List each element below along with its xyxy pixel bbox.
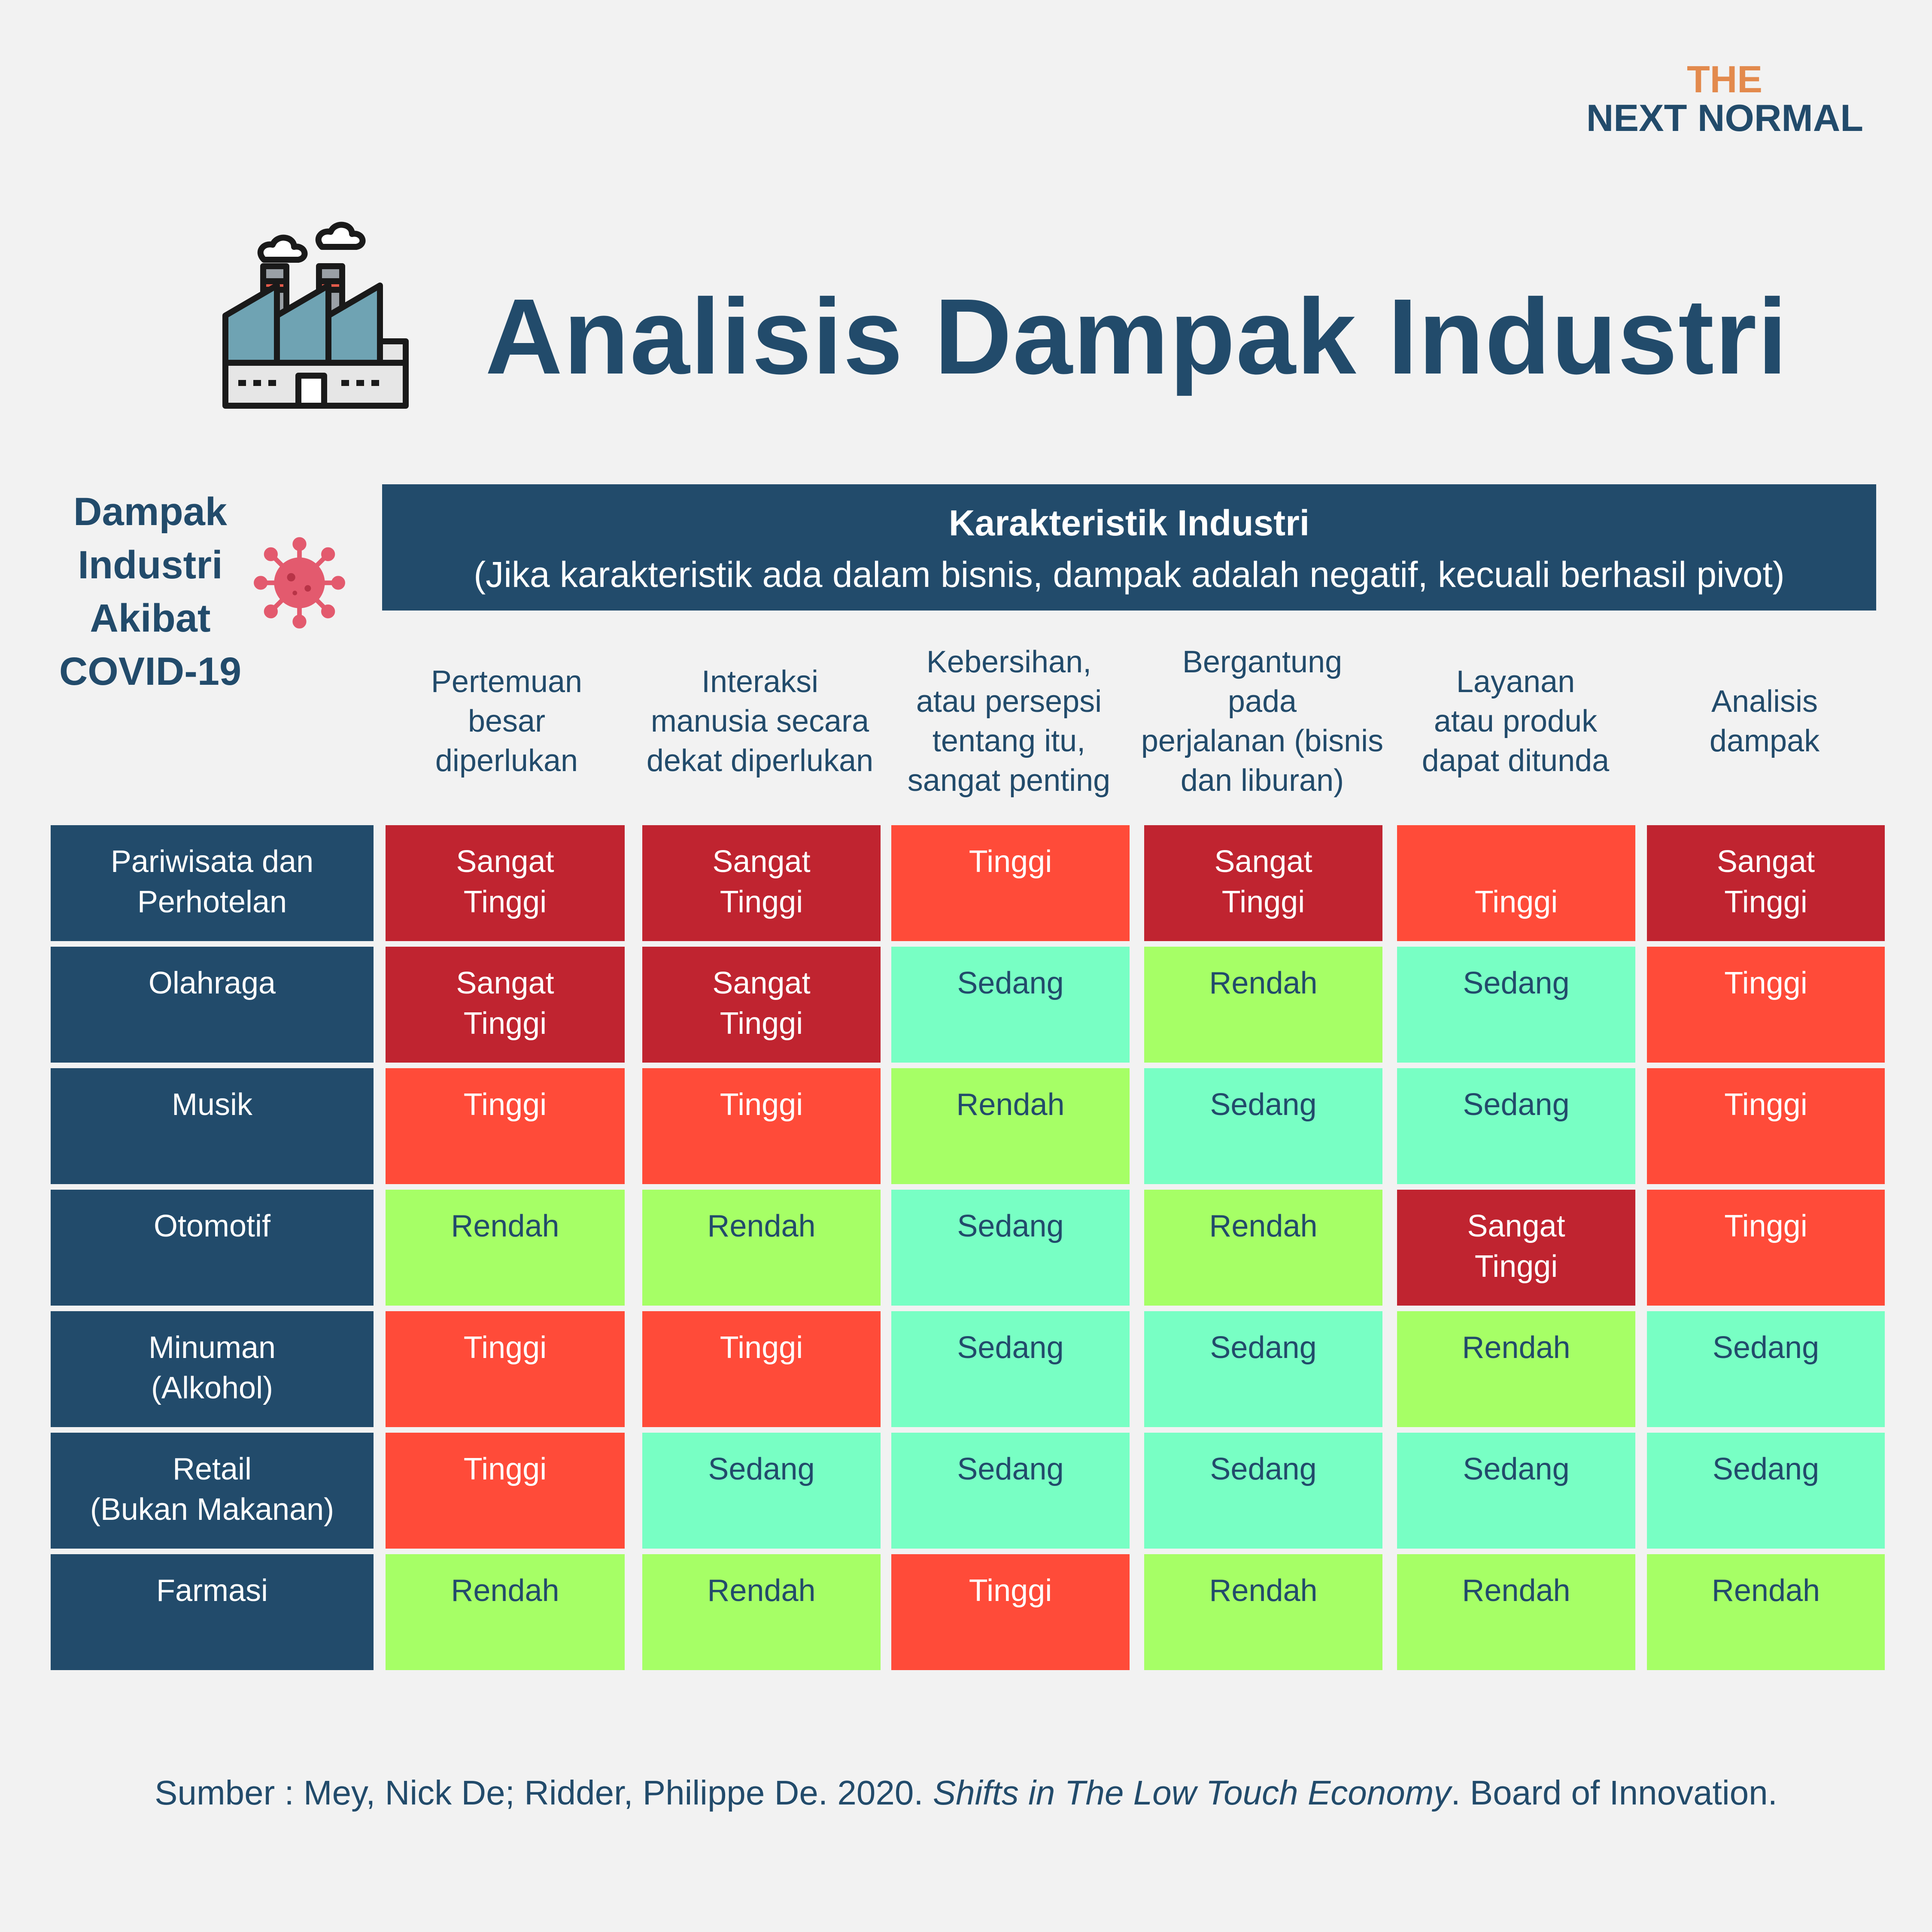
page-title: Analisis Dampak Industri [485, 276, 1788, 396]
table-cell: Rendah [642, 1190, 881, 1306]
table-cell: Tinggi [891, 825, 1130, 941]
table-cell: Tinggi [386, 1068, 625, 1184]
row-label: Pariwisata dan Perhotelan [51, 825, 374, 941]
table-cell: Rendah [386, 1190, 625, 1306]
virus-icon [254, 537, 345, 629]
source-suffix: . Board of Innovation. [1451, 1774, 1777, 1812]
brand-logo: THE NEXT NORMAL [1586, 60, 1863, 137]
table-cell: Sangat Tinggi [642, 947, 881, 1063]
table-cell: Sedang [642, 1433, 881, 1549]
table-cell: Rendah [1144, 1190, 1382, 1306]
factory-icon [222, 222, 409, 409]
side-label-line: Industri [78, 543, 223, 587]
table-cell: Sedang [891, 1311, 1130, 1427]
row-label: Otomotif [51, 1190, 374, 1306]
table-cell: Sedang [1144, 1068, 1382, 1184]
side-label-line: Akibat [90, 596, 211, 640]
column-header: Layanan atau produk dapat ditunda [1422, 665, 1610, 778]
table-cell: Tinggi [1647, 1068, 1885, 1184]
table-cell: Sangat Tinggi [1647, 825, 1885, 941]
table-cell: Sangat Tinggi [386, 947, 625, 1063]
row-label: Retail (Bukan Makanan) [51, 1433, 374, 1549]
row-label: Minuman (Alkohol) [51, 1311, 374, 1427]
table-cell: Tinggi [1397, 825, 1635, 941]
table-cell: Tinggi [386, 1433, 625, 1549]
table-cell: Sangat Tinggi [1397, 1190, 1635, 1306]
source-title: Shifts in The Low Touch Economy [933, 1774, 1451, 1812]
table-cell: Rendah [1397, 1554, 1635, 1670]
table-cell: Sedang [1144, 1433, 1382, 1549]
row-label: Olahraga [51, 947, 374, 1063]
table-cell: Sangat Tinggi [1144, 825, 1382, 941]
table-cell: Sangat Tinggi [642, 825, 881, 941]
table-cell: Sedang [1397, 1433, 1635, 1549]
table-cell: Sedang [891, 1190, 1130, 1306]
row-label: Farmasi [51, 1554, 374, 1670]
brand-line-2: NEXT NORMAL [1586, 96, 1863, 139]
table-cell: Sedang [1647, 1311, 1885, 1427]
table-cell: Rendah [1144, 1554, 1382, 1670]
table-cell: Sedang [891, 1433, 1130, 1549]
table-cell: Sedang [1647, 1433, 1885, 1549]
column-header: Pertemuan besar diperlukan [431, 665, 583, 778]
column-header: Analisis dampak [1709, 684, 1820, 758]
table-cell: Tinggi [891, 1554, 1130, 1670]
column-header: Bergantung pada perjalanan (bisnis dan libu… [1141, 645, 1384, 798]
header-subtitle: (Jika karakteristik ada dalam bisnis, da… [474, 554, 1785, 595]
table-cell: Rendah [891, 1068, 1130, 1184]
table-cell: Sangat Tinggi [386, 825, 625, 941]
table-cell: Rendah [1144, 947, 1382, 1063]
side-label-line: COVID-19 [59, 650, 242, 693]
row-label: Musik [51, 1068, 374, 1184]
table-cell: Rendah [642, 1554, 881, 1670]
table-cell: Tinggi [386, 1311, 625, 1427]
table-cell: Rendah [1397, 1311, 1635, 1427]
table-cell: Tinggi [1647, 1190, 1885, 1306]
table-cell: Sedang [1397, 1068, 1635, 1184]
column-header: Kebersihan, atau persepsi tentang itu, sang… [907, 645, 1111, 798]
header-banner: Karakteristik Industri (Jika karakterist… [382, 484, 1876, 611]
source-prefix: Sumber : Mey, Nick De; Ridder, Philippe … [155, 1774, 933, 1812]
source-citation: Sumber : Mey, Nick De; Ridder, Philippe … [0, 1773, 1932, 1813]
table-cell: Sedang [1397, 947, 1635, 1063]
table-cell: Sedang [891, 947, 1130, 1063]
table-cell: Rendah [386, 1554, 625, 1670]
column-header: Interaksi manusia secara dekat diperlukan [646, 665, 874, 778]
table-cell: Rendah [1647, 1554, 1885, 1670]
table-cell: Tinggi [642, 1311, 881, 1427]
header-title: Karakteristik Industri [948, 503, 1310, 543]
table-cell: Tinggi [1647, 947, 1885, 1063]
side-label: Dampak Industri Akibat COVID-19 [47, 485, 253, 698]
brand-line-1: THE [1687, 58, 1762, 100]
side-label-line: Dampak [73, 490, 227, 534]
table-cell: Sedang [1144, 1311, 1382, 1427]
table-cell: Tinggi [642, 1068, 881, 1184]
